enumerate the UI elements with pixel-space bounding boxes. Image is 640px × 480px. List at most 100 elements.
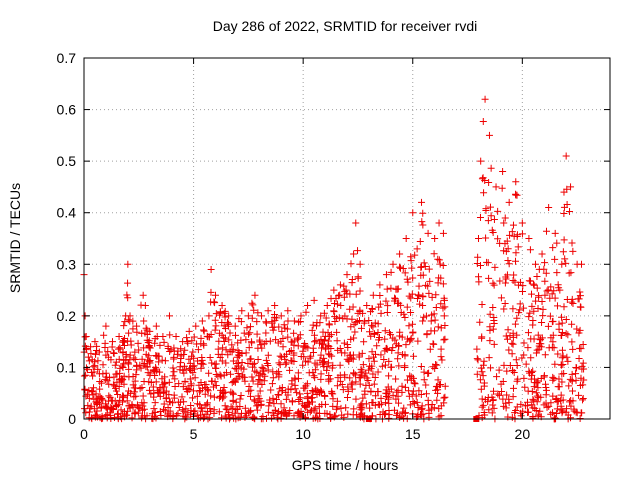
data-point (432, 360, 440, 368)
data-point-peak (356, 260, 364, 268)
data-point (490, 316, 498, 324)
data-point (440, 312, 448, 320)
data-point (387, 268, 395, 276)
data-point (358, 371, 366, 379)
data-point (258, 363, 266, 371)
data-point (208, 359, 216, 367)
data-point (147, 390, 155, 398)
data-point (262, 329, 270, 337)
data-point (569, 397, 577, 405)
data-point (528, 369, 536, 377)
data-point (112, 370, 120, 378)
data-point (328, 352, 336, 360)
data-point (528, 290, 536, 298)
data-point-peak (435, 219, 443, 227)
data-point-peak (389, 260, 397, 268)
data-point (170, 368, 178, 376)
data-point (310, 338, 318, 346)
data-point (407, 334, 415, 342)
data-point (222, 346, 230, 354)
data-point (493, 373, 501, 381)
data-point (89, 384, 97, 392)
data-point (226, 329, 234, 337)
data-point (503, 391, 511, 399)
data-point (82, 371, 90, 379)
data-point (548, 318, 556, 326)
data-point (553, 405, 561, 413)
data-point (284, 333, 292, 341)
data-point-peak (418, 198, 426, 206)
data-points (80, 95, 588, 423)
data-point (423, 330, 431, 338)
y-axis-label: SRMTID / TECUs (7, 183, 23, 293)
data-point (152, 352, 160, 360)
data-point (579, 381, 587, 389)
data-point (200, 341, 208, 349)
data-point (429, 340, 437, 348)
data-point (164, 403, 172, 411)
data-point (273, 413, 281, 421)
data-point (232, 365, 240, 373)
data-point-peak (518, 219, 526, 227)
data-point (512, 356, 520, 364)
data-point (333, 328, 341, 336)
data-point (394, 386, 402, 394)
data-point (542, 227, 550, 235)
data-point (420, 368, 428, 376)
data-point (97, 404, 105, 412)
data-point (150, 405, 158, 413)
data-point (506, 362, 514, 370)
data-point (240, 373, 248, 381)
data-point (387, 363, 395, 371)
data-point (425, 289, 433, 297)
data-point (95, 370, 103, 378)
data-point (401, 269, 409, 277)
data-point (295, 318, 303, 326)
data-point (351, 328, 359, 336)
data-point (564, 331, 572, 339)
data-point (208, 377, 216, 385)
data-point (231, 331, 239, 339)
data-point (154, 388, 162, 396)
data-point (171, 383, 179, 391)
data-point (212, 310, 220, 318)
data-point (145, 342, 153, 350)
data-point-peak (146, 327, 154, 335)
data-point (566, 207, 574, 215)
data-point (511, 409, 519, 417)
data-point (555, 375, 563, 383)
data-point (129, 317, 137, 325)
data-point-peak (251, 291, 259, 299)
data-point (191, 374, 199, 382)
data-point (374, 320, 382, 328)
data-point (187, 382, 195, 390)
data-point (336, 361, 344, 369)
data-point (340, 282, 348, 290)
data-point (533, 379, 541, 387)
data-point (395, 399, 403, 407)
data-point (359, 361, 367, 369)
data-point (367, 308, 375, 316)
data-point (350, 334, 358, 342)
data-point (91, 405, 99, 413)
data-point (473, 370, 481, 378)
data-point (399, 265, 407, 273)
data-point (489, 325, 497, 333)
data-point (133, 402, 141, 410)
data-point (246, 355, 254, 363)
data-point (270, 400, 278, 408)
data-point (336, 345, 344, 353)
data-point (119, 398, 127, 406)
data-point (381, 335, 389, 343)
data-point (170, 353, 178, 361)
data-point (255, 376, 263, 384)
data-point (119, 392, 127, 400)
data-point-peak (413, 245, 421, 253)
data-point (427, 317, 435, 325)
data-point (308, 387, 316, 395)
data-point (504, 245, 512, 253)
data-point (532, 297, 540, 305)
data-point (484, 217, 492, 225)
data-point (520, 304, 528, 312)
data-point (332, 412, 340, 420)
